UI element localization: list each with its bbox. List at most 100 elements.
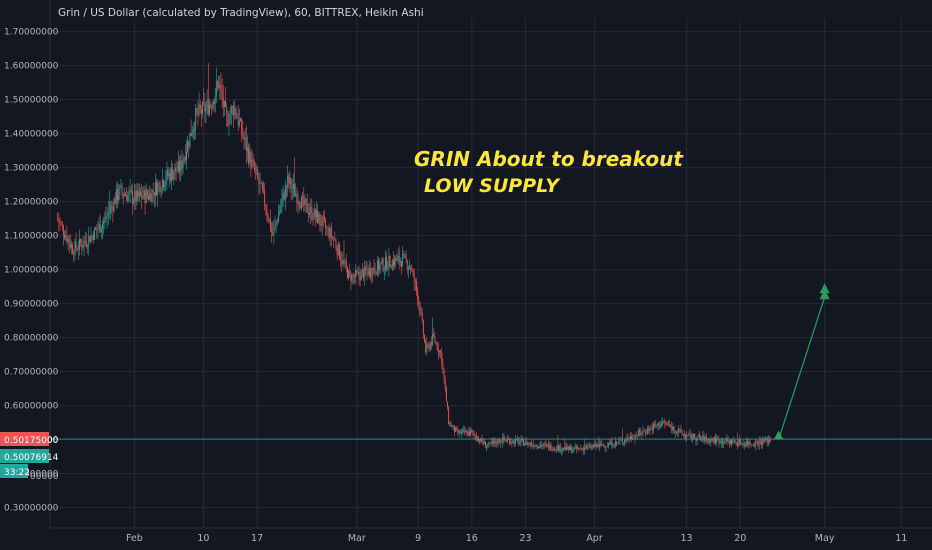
candle-body	[732, 442, 734, 445]
candle-body	[102, 224, 103, 230]
candle-body	[112, 205, 114, 211]
candle-body	[555, 449, 557, 451]
candle-body	[752, 444, 754, 446]
candle-body	[755, 441, 757, 447]
candle-body	[498, 439, 500, 444]
candle-body	[169, 173, 171, 182]
candle-body	[659, 425, 661, 428]
candle-body	[747, 441, 749, 446]
candle-body	[95, 227, 97, 230]
candle-body	[679, 428, 681, 430]
candle-body	[378, 260, 379, 271]
candle-body	[669, 424, 670, 426]
candle-body	[256, 169, 258, 170]
candle-body	[757, 442, 759, 446]
candle-body	[758, 440, 760, 446]
candle-body	[372, 268, 374, 277]
candle-body	[217, 81, 218, 84]
candle-body	[272, 232, 274, 235]
candle-body	[84, 240, 86, 242]
second-price-badge	[0, 449, 49, 463]
candle-body	[88, 236, 90, 247]
candle-body	[183, 157, 185, 162]
candle-body	[330, 228, 332, 238]
candle-body	[164, 184, 166, 187]
candle-body	[325, 220, 327, 228]
candle-body	[430, 342, 432, 345]
candle-body	[417, 290, 419, 300]
x-tick-label: Apr	[586, 533, 603, 544]
candle-body	[119, 186, 121, 196]
candle-body	[503, 436, 505, 440]
candle-body	[671, 426, 673, 431]
candle-body	[273, 227, 275, 235]
candle-body	[608, 443, 609, 447]
candle-body	[263, 189, 264, 191]
candle-body	[380, 262, 382, 265]
candle-body	[291, 188, 293, 190]
candle-body	[614, 441, 616, 446]
candle-body	[687, 434, 689, 436]
candle-body	[762, 438, 764, 445]
candle-body	[80, 238, 82, 244]
candle-body	[590, 446, 592, 449]
candle-body	[602, 445, 604, 446]
candle-body	[490, 442, 492, 444]
candle-body	[363, 269, 365, 279]
candle-body	[524, 444, 526, 446]
candle-body	[683, 434, 685, 436]
candle-body	[191, 133, 193, 136]
chart-grid	[49, 0, 932, 529]
candle-body	[265, 204, 267, 210]
candle-body	[278, 213, 279, 223]
candle-body	[107, 212, 109, 216]
candle-body	[635, 435, 637, 436]
candle-body	[327, 227, 329, 229]
candle-body	[583, 447, 585, 451]
candle-body	[690, 434, 692, 440]
candle-body	[531, 442, 532, 446]
candle-body	[137, 190, 139, 197]
candle-body	[609, 443, 611, 445]
candle-body	[367, 271, 369, 276]
candle-body	[65, 235, 67, 239]
candle-body	[725, 438, 727, 443]
candle-body	[366, 270, 368, 272]
candle-body	[544, 443, 546, 445]
candle-body	[269, 219, 271, 231]
candle-body	[414, 281, 416, 283]
candle-body	[168, 173, 170, 177]
candle-body	[662, 422, 664, 424]
candle-body	[260, 182, 262, 184]
candle-body	[449, 422, 451, 424]
candle-body	[140, 191, 141, 196]
candle-body	[259, 183, 261, 184]
candle-body	[90, 235, 92, 243]
candle-body	[135, 191, 137, 202]
candle-body	[117, 189, 118, 200]
candle-body	[153, 192, 155, 196]
candle-body	[82, 245, 84, 248]
candle-body	[160, 189, 162, 192]
candle-body	[543, 443, 545, 446]
candle-body	[221, 89, 223, 98]
candle-body	[513, 440, 515, 445]
candle-body	[396, 257, 398, 262]
candle-body	[294, 184, 296, 197]
candle-body	[203, 101, 205, 103]
candle-body	[149, 193, 151, 200]
candle-body	[625, 440, 627, 442]
candle-body	[240, 118, 241, 121]
candle-body	[571, 447, 573, 453]
candle-body	[108, 211, 110, 213]
candle-body	[463, 429, 465, 431]
candle-body	[146, 190, 148, 196]
candle-body	[81, 243, 83, 248]
candle-body	[297, 202, 299, 204]
annotation[interactable]: GRIN About to breakout LOW SUPPLY	[414, 147, 684, 197]
candle-body	[540, 445, 542, 447]
candle-body	[238, 120, 240, 126]
candle-body	[180, 160, 182, 172]
candle-body	[371, 276, 373, 277]
